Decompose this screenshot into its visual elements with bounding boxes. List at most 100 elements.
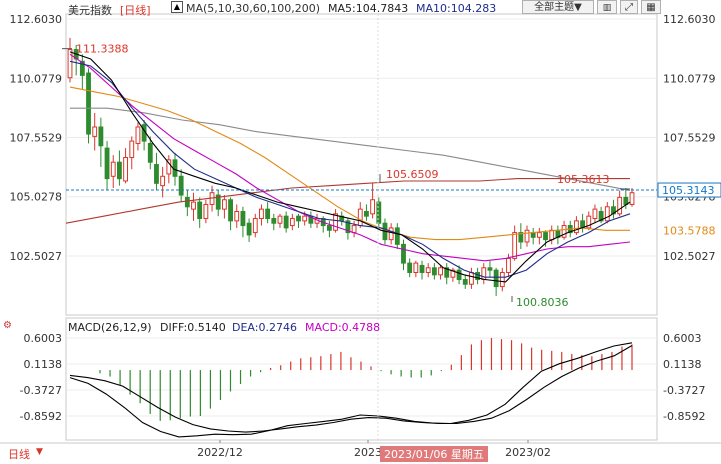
chart-type-icon[interactable]: ▥ — [597, 0, 617, 14]
footer-period[interactable]: 日线 — [8, 448, 30, 461]
chevron-down-icon[interactable]: ▼ — [36, 447, 43, 457]
current-price-box — [657, 182, 721, 198]
candle-body — [512, 232, 518, 259]
candle-body — [561, 225, 567, 238]
candle-body — [506, 257, 511, 273]
macd-tick-label-right: 0.6003 — [663, 332, 702, 345]
candle-body — [345, 220, 351, 234]
candle-body — [104, 147, 110, 180]
ma5-value: MA5:104.7843 — [328, 2, 409, 15]
price-tick-label-right: 112.6030 — [663, 13, 716, 26]
candle-body — [407, 262, 413, 273]
candle-body — [493, 269, 499, 288]
macd-tick-label-right: -0.8592 — [663, 410, 705, 423]
candle-body — [604, 206, 610, 222]
candle-body — [184, 196, 190, 208]
candle-body — [79, 60, 85, 76]
candle-body — [438, 267, 443, 276]
candle-body — [221, 199, 227, 210]
candle-body — [419, 264, 425, 273]
candle-body — [629, 192, 635, 205]
candle-body — [259, 208, 264, 220]
ma5-line — [69, 51, 631, 283]
ma-side-label: 103.5788 — [663, 225, 716, 238]
candle-body — [444, 267, 450, 278]
candle-body — [166, 159, 172, 175]
macd-diff-line — [69, 342, 633, 438]
candle-body — [487, 267, 493, 271]
candle-body — [469, 271, 474, 285]
price-tick-label-right: 110.0779 — [663, 72, 716, 85]
ma-label: MA(5,10,30,60,100,200) — [186, 2, 321, 15]
ma200-line — [65, 178, 630, 224]
macd-tick-label-right: 0.1138 — [663, 358, 702, 371]
candle-body — [351, 225, 357, 234]
theme-dropdown[interactable]: 全部主题▼ — [522, 0, 594, 14]
macd-value: MACD:0.4788 — [305, 321, 381, 334]
candle-body — [135, 126, 141, 144]
candle-body — [536, 232, 542, 238]
price-tick-label-left: 105.0278 — [10, 191, 63, 204]
grid-icon[interactable]: ▦ — [641, 0, 661, 14]
high-first-label: 111.3388 — [76, 43, 129, 56]
candle-body — [481, 267, 487, 281]
ma10-line — [69, 60, 631, 278]
macd-tick-label-left: -0.8592 — [20, 410, 62, 423]
ma60-line — [69, 86, 630, 241]
candle-body — [271, 218, 277, 224]
candle-body — [401, 243, 406, 264]
candle-body — [617, 196, 623, 215]
candle-body — [431, 267, 437, 276]
crosshair-date-label: 2023/01/06 星期五 — [380, 446, 488, 462]
candle-body — [364, 210, 369, 217]
price-tick-label-right: 107.5529 — [663, 131, 716, 144]
candle-body — [110, 161, 116, 177]
macd-tick-label-left: -0.3727 — [20, 384, 62, 397]
period-badge[interactable]: [日线] — [120, 4, 151, 17]
candle-body — [302, 215, 308, 222]
candle-body — [277, 215, 283, 224]
candle-body — [499, 271, 505, 288]
macd-tick-label-right: -0.3727 — [663, 384, 705, 397]
candle-body — [333, 213, 338, 231]
candle-body — [215, 194, 221, 210]
candle-body — [394, 227, 400, 245]
candle-body — [240, 210, 246, 227]
macd-settings-icon[interactable]: ⚙ — [3, 320, 12, 331]
candle-body — [154, 164, 159, 184]
ma100-line — [70, 107, 631, 191]
macd-dea: DEA:0.2746 — [232, 321, 297, 334]
candle-body — [283, 215, 289, 229]
candle-body — [450, 269, 456, 278]
candle-body — [191, 201, 196, 210]
candle-body — [147, 142, 153, 163]
ma-settings-icon[interactable]: ▲ — [171, 1, 183, 13]
instrument-title: 美元指数 — [68, 4, 112, 17]
candle-body — [524, 229, 530, 243]
candle-body — [296, 215, 301, 222]
candle-body — [376, 201, 382, 224]
candle-body — [518, 232, 524, 243]
candle-body — [98, 126, 104, 147]
expand-icon[interactable]: ⤢ — [620, 0, 638, 14]
price-tick-label-left: 110.0779 — [10, 72, 63, 85]
candle-body — [172, 159, 178, 177]
candle-body — [228, 199, 233, 222]
macd-diff: DIFF:0.5140 — [160, 321, 226, 334]
price-tick-label-right: 102.5027 — [663, 250, 716, 263]
candle-body — [289, 218, 295, 227]
candle-body — [86, 72, 91, 135]
x-tick-label: 2023/02 — [505, 446, 551, 459]
candle-body — [116, 161, 122, 180]
macd-plot-frame — [65, 317, 658, 441]
candle-body — [234, 210, 240, 222]
macd-label: MACD(26,12,9) — [68, 321, 152, 334]
candle-body — [462, 279, 468, 285]
candle-body — [123, 157, 128, 182]
ma10-value: MA10:104.283 — [416, 2, 497, 15]
candle-body — [370, 199, 376, 215]
candle-body — [129, 140, 135, 159]
candle-body — [203, 203, 209, 220]
candle-body — [530, 232, 536, 238]
